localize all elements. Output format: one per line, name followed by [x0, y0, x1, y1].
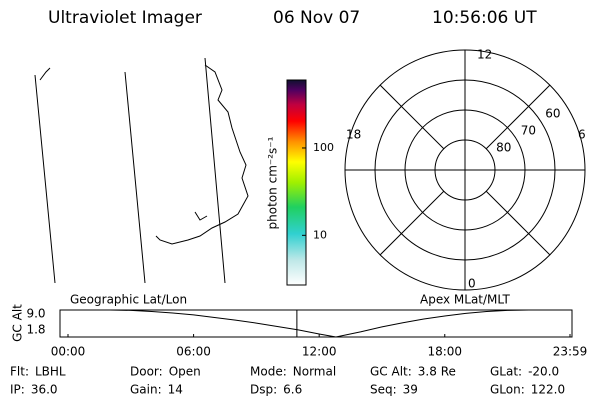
- footer-label: Seq:: [370, 383, 397, 397]
- footer-value: Open: [169, 365, 201, 379]
- footer-value: 122.0: [531, 383, 565, 397]
- footer-value: 36.0: [31, 383, 58, 397]
- footer-label: Mode:: [250, 365, 287, 379]
- footer-value: 39: [403, 383, 418, 397]
- timeline-right-label: Apex MLat/MLT: [420, 293, 510, 307]
- footer-label: GLat:: [490, 365, 522, 379]
- coastline: [194, 211, 208, 221]
- colorbar-tick-label: 100: [313, 141, 334, 154]
- footer-label: Dsp:: [250, 383, 277, 397]
- colorbar-label: photon cm⁻²s⁻¹: [266, 136, 280, 229]
- footer-value: Normal: [293, 365, 336, 379]
- lat-label: 80: [496, 141, 511, 155]
- footer-label: GLon:: [490, 383, 525, 397]
- lat-circle: [434, 139, 496, 201]
- mlt-label: 12: [477, 48, 492, 62]
- coastline: [39, 67, 51, 81]
- coastline: [155, 64, 249, 245]
- timeline-left-label: Geographic Lat/Lon: [70, 293, 187, 307]
- mlt-label: 18: [346, 128, 361, 142]
- lat-label: 70: [521, 123, 536, 137]
- y-tick-label: 9.0: [26, 307, 45, 321]
- timeline-ylabel: GC Alt: [11, 304, 25, 342]
- polar-diagonal: [379, 84, 445, 150]
- footer-value: LBHL: [35, 365, 66, 379]
- footer-value: 3.8 Re: [418, 365, 456, 379]
- footer-label: Gain:: [130, 383, 162, 397]
- x-tick-label: 06:00: [176, 345, 211, 359]
- mlt-label: 0: [468, 277, 476, 291]
- title: Ultraviolet Imager: [48, 8, 202, 28]
- polar-diagonal: [485, 84, 551, 150]
- mlt-label: 6: [578, 128, 586, 142]
- time: 10:56:06 UT: [432, 8, 537, 28]
- lat-label: 60: [545, 106, 560, 120]
- map-panel: [34, 57, 249, 284]
- footer-value: 6.6: [283, 383, 302, 397]
- x-tick-label: 12:00: [302, 345, 337, 359]
- footer-label: IP:: [10, 383, 25, 397]
- x-tick-label: 18:00: [427, 345, 462, 359]
- lat-circle: [374, 79, 556, 261]
- altitude-line: [68, 309, 570, 338]
- colorbar-tick-label: 10: [313, 228, 327, 241]
- footer-label: GC Alt:: [370, 365, 412, 379]
- x-tick-label: 00:00: [51, 345, 86, 359]
- polar-diagonal: [485, 190, 551, 256]
- date: 06 Nov 07: [273, 8, 360, 28]
- polar-diagonal: [379, 190, 445, 256]
- footer-value: -20.0: [528, 365, 559, 379]
- footer-value: 14: [168, 383, 183, 397]
- x-tick-label: 23:59: [553, 345, 588, 359]
- footer-label: Door:: [130, 365, 163, 379]
- meridian-lines: [34, 57, 226, 284]
- footer-label: Flt:: [10, 365, 29, 379]
- lat-circle: [404, 109, 526, 231]
- colorbar: [286, 79, 307, 286]
- timeline-frame: [59, 309, 573, 338]
- y-tick-label: 1.8: [26, 323, 45, 337]
